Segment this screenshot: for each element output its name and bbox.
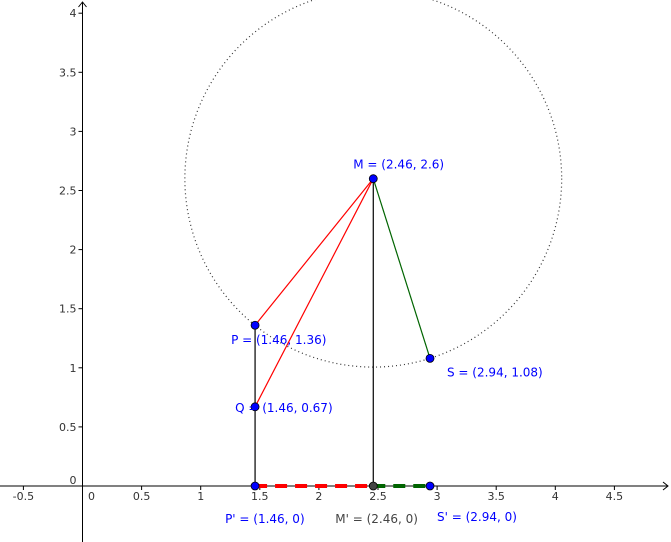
x-axis-arrow-icon	[662, 481, 669, 491]
x-tick-label: 0.5	[133, 490, 151, 503]
y-zero-label: 0	[70, 474, 77, 487]
x-tick-label: 1	[197, 490, 204, 503]
y-tick-label: 4	[70, 7, 77, 20]
y-tick-label: 1.5	[59, 303, 77, 316]
point-Q	[250, 402, 260, 412]
y-tick-label: 3	[70, 125, 77, 138]
point-label-M': M' = (2.46, 0)	[335, 512, 418, 526]
point-label-S: S = (2.94, 1.08)	[447, 365, 543, 379]
x-tick-label: 2.5	[369, 490, 387, 503]
y-tick-label: 3.5	[59, 66, 77, 79]
y-tick-label: 0.5	[59, 421, 77, 434]
point-M	[368, 174, 378, 184]
y-tick-label: 1	[70, 362, 77, 375]
segment-M-S	[372, 178, 431, 359]
point-label-P: P = (1.46, 1.36)	[231, 333, 326, 347]
point-label-P': P' = (1.46, 0)	[225, 512, 305, 526]
x-tick-label: 3.5	[487, 490, 505, 503]
dotted-circle	[184, 0, 563, 368]
point-P'	[250, 481, 260, 491]
point-S	[425, 353, 435, 363]
point-S'	[425, 481, 435, 491]
x-tick-label: 1.5	[251, 490, 269, 503]
circle	[184, 0, 563, 368]
point-M'	[368, 481, 378, 491]
point-label-Q: Q = (1.46, 0.67)	[235, 401, 333, 415]
x-tick-label: -0.5	[13, 490, 34, 503]
point-label-S': S' = (2.94, 0)	[437, 510, 517, 524]
x-tick-label: 3	[434, 490, 441, 503]
point-P	[250, 320, 260, 330]
x-tick-label: 4.5	[606, 490, 624, 503]
segment-M-P	[254, 178, 374, 326]
segments	[254, 178, 431, 488]
y-tick-label: 2	[70, 244, 77, 257]
y-axis-arrow-icon	[78, 1, 87, 8]
x-tick-label: 2	[315, 490, 322, 503]
y-tick-label: 2.5	[59, 185, 77, 198]
segment-M-Q	[254, 178, 374, 408]
x-tick-label: 4	[552, 490, 559, 503]
point-label-M: M = (2.46, 2.6)	[353, 158, 444, 172]
points: M = (2.46, 2.6) P = (1.46, 1.36) Q = (1.46…	[225, 158, 543, 526]
origin-label: 0	[88, 490, 95, 503]
